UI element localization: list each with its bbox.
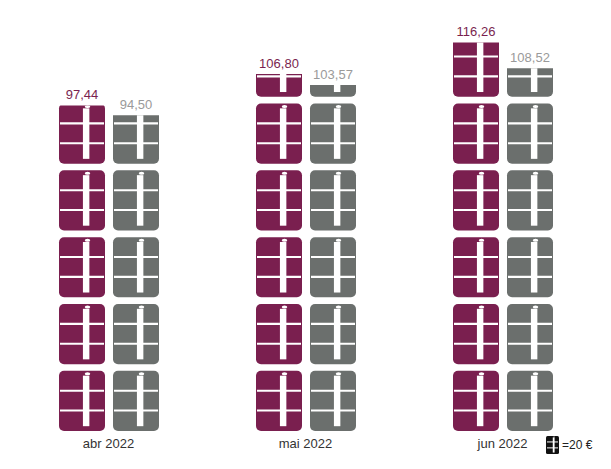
svg-text:jun 2022: jun 2022 — [477, 436, 528, 451]
svg-text:106,80: 106,80 — [259, 56, 299, 71]
svg-text:108,52: 108,52 — [510, 50, 550, 65]
svg-text:103,57: 103,57 — [313, 67, 353, 82]
svg-text:abr 2022: abr 2022 — [83, 436, 134, 451]
html-text:=20 €: =20 € — [562, 438, 593, 452]
svg-text:94,50: 94,50 — [120, 97, 153, 112]
svg-text:97,44: 97,44 — [66, 87, 99, 102]
svg-text:116,26: 116,26 — [457, 24, 496, 39]
svg-text:mai 2022: mai 2022 — [279, 436, 332, 451]
